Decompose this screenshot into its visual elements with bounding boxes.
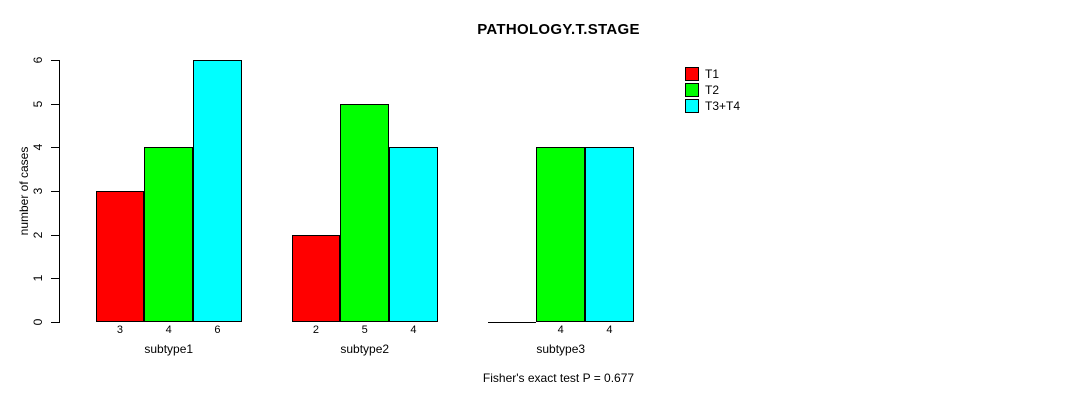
category-label: subtype1 [144, 342, 194, 356]
legend-swatch-icon [685, 67, 699, 81]
bar-T2-subtype3 [536, 147, 586, 322]
y-axis-tick [51, 104, 59, 105]
bar-T3+T4-subtype3 [585, 147, 634, 322]
y-tick-label: 6 [31, 56, 45, 64]
legend-label: T2 [705, 83, 720, 97]
legend: T1 T2 T3+T4 [685, 66, 740, 114]
bar-T1-subtype1 [95, 191, 145, 322]
y-tick-label: 5 [31, 100, 45, 108]
bar-value-label: 4 [557, 324, 564, 336]
chart-title: PATHOLOGY.T.STAGE [477, 21, 640, 38]
y-axis-tick [51, 191, 59, 192]
legend-label: T1 [705, 67, 720, 81]
legend-swatch-icon [685, 99, 699, 113]
bar-T2-subtype2 [340, 103, 390, 322]
y-tick-label: 1 [31, 274, 45, 282]
y-axis-tick [51, 322, 59, 323]
y-axis-tick [51, 235, 59, 236]
legend-label: T3+T4 [705, 99, 741, 113]
y-axis-tick [51, 147, 59, 148]
legend-item: T2 [685, 82, 740, 98]
bar-value-label: 4 [410, 324, 417, 336]
bar-value-label: 5 [361, 324, 368, 336]
y-tick-label: 2 [31, 231, 45, 239]
bar-value-label: 6 [214, 324, 221, 336]
y-tick-label: 3 [31, 187, 45, 195]
category-label: subtype2 [340, 342, 390, 356]
y-axis-tick [51, 278, 59, 279]
bar-T3+T4-subtype1 [193, 60, 242, 322]
bar-value-label: 3 [116, 324, 123, 336]
y-tick-label: 4 [31, 143, 45, 151]
bar-T1-subtype3 [487, 322, 537, 323]
y-axis-tick [51, 60, 59, 61]
bar-T1-subtype2 [291, 234, 341, 322]
y-tick-label: 0 [31, 318, 45, 326]
legend-swatch-icon [685, 83, 699, 97]
bar-value-label: 4 [165, 324, 172, 336]
y-axis-line [59, 60, 60, 323]
legend-item: T1 [685, 66, 740, 82]
legend-item: T3+T4 [685, 98, 740, 114]
bar-value-label: 4 [606, 324, 613, 336]
footnote: Fisher's exact test P = 0.677 [482, 371, 635, 385]
bar-T3+T4-subtype2 [389, 147, 438, 322]
bar-value-label: 2 [312, 324, 319, 336]
bar-T2-subtype1 [144, 147, 194, 322]
category-label: subtype3 [536, 342, 586, 356]
